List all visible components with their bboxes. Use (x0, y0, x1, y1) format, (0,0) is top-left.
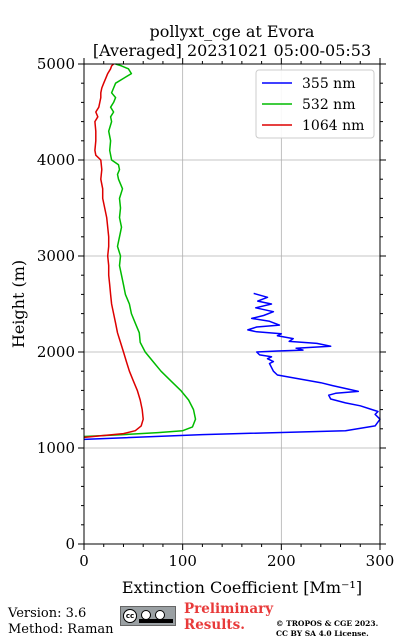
x-tick-label: 100 (168, 552, 197, 570)
series-line-355-nm (84, 292, 381, 441)
series-line-1064-nm (84, 63, 144, 439)
legend-label-355-nm: 355 nm (302, 76, 355, 92)
license-strip (139, 619, 173, 623)
chart-title-line-2: [Averaged] 20231021 05:00-05:53 (92, 41, 372, 60)
y-tick-label: 1000 (37, 439, 75, 457)
cc-by-sa-icon: cc (120, 606, 176, 626)
preliminary-line-1: Preliminary (184, 601, 274, 617)
chart-title-line-1: pollyxt_cge at Evora (149, 22, 315, 41)
footer-info: Version: 3.6 Method: Raman (8, 606, 114, 638)
copyright-line-2: CC BY SA 4.0 License. (276, 629, 369, 638)
preliminary-line-2: Results. (184, 617, 245, 633)
y-tick-label: 0 (65, 535, 75, 553)
y-tick-label: 4000 (37, 151, 75, 169)
preliminary-results-note: Preliminary Results. (184, 601, 273, 633)
plot-frame (83, 63, 381, 545)
copyright-note: © TROPOS & CGE 2023. CC BY SA 4.0 Licens… (276, 619, 378, 639)
legend-label-1064-nm: 1064 nm (302, 118, 364, 134)
x-tick-label: 200 (267, 552, 296, 570)
y-tick-label: 3000 (37, 247, 75, 265)
cc-logo-icon: cc (123, 609, 137, 623)
x-tick-label: 300 (366, 552, 395, 570)
version-label: Version: 3.6 (8, 606, 87, 621)
y-tick-label: 5000 (37, 55, 75, 73)
y-axis-label: Height (m) (9, 260, 28, 348)
copyright-line-1: © TROPOS & CGE 2023. (276, 619, 379, 628)
extinction-profile-chart: 0 100 200 300010002000300040005000Extinctio… (9, 55, 395, 597)
x-axis-label: Extinction Coefficient [Mm⁻¹] (122, 578, 362, 597)
legend-box (255, 69, 375, 139)
y-tick-label: 2000 (37, 343, 75, 361)
x-tick-label: 0 (79, 552, 89, 570)
method-label: Method: Raman (8, 622, 114, 637)
legend-label-532-nm: 532 nm (302, 97, 355, 113)
series-line-532-nm (84, 63, 197, 438)
